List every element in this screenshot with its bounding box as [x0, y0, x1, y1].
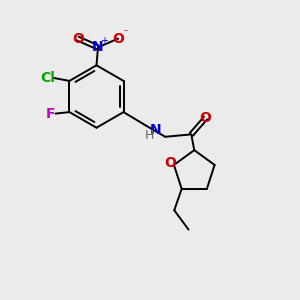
Text: F: F: [45, 106, 55, 121]
Text: N: N: [92, 40, 104, 55]
Text: H: H: [144, 129, 154, 142]
Text: O: O: [200, 111, 211, 125]
Text: O: O: [72, 32, 84, 46]
Text: O: O: [164, 156, 176, 170]
Text: Cl: Cl: [40, 71, 56, 85]
Text: +: +: [100, 36, 109, 46]
Text: O: O: [112, 32, 124, 46]
Text: N: N: [150, 123, 161, 136]
Text: ⁻: ⁻: [123, 28, 129, 38]
